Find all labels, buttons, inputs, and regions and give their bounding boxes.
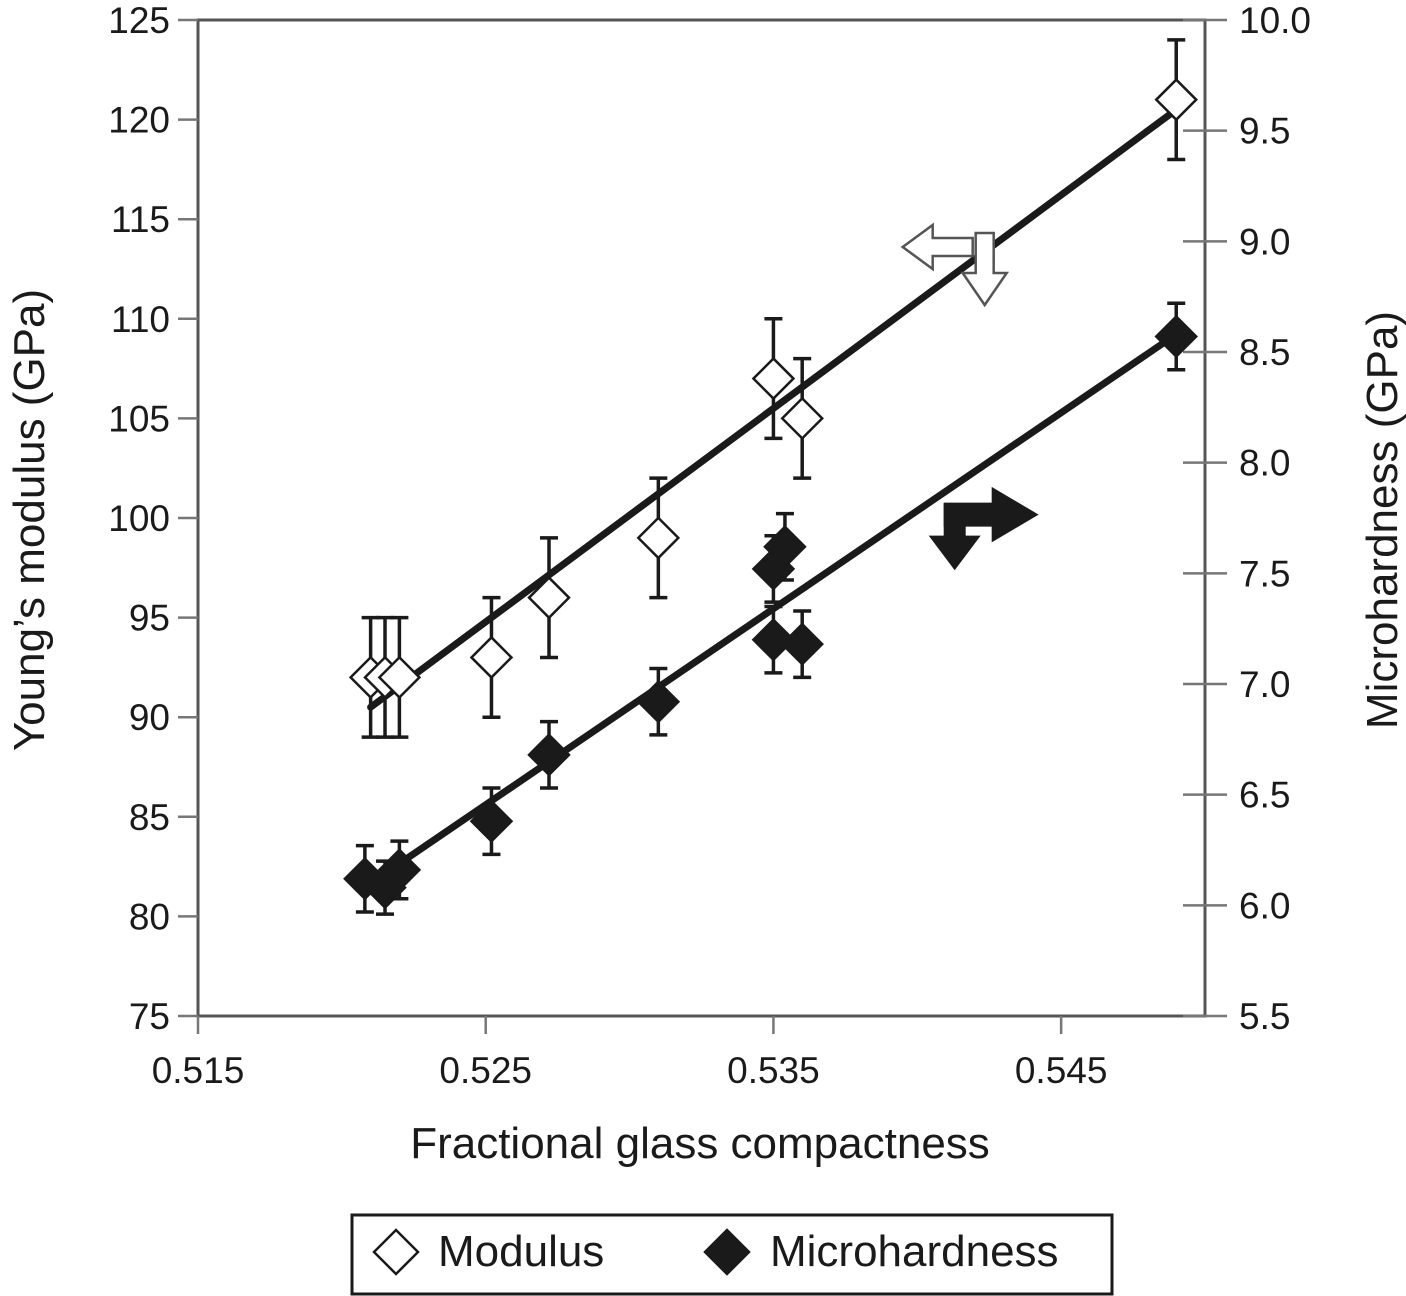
fit-lines [367,106,1180,887]
microhardness-point [636,679,681,724]
microhardness-point [1154,314,1198,359]
y-left-tick-label: 115 [111,199,170,240]
y-right-tick-label: 7.5 [1239,553,1290,594]
open-arrow-left-icon [900,222,974,272]
x-axis: 0.515 0.525 0.535 0.545 [152,1016,1108,1091]
legend: Modulus Microhardness [350,1213,1114,1296]
legend-modulus-marker [372,1228,420,1276]
y-left-tick-label: 105 [108,398,170,439]
open-arrow-down-icon [960,231,1010,308]
y-left-tick-label: 90 [129,697,170,738]
y-right-tick-label: 6.5 [1239,775,1290,816]
y-right-tick-label: 10.0 [1239,0,1311,41]
modulus-point [780,396,824,441]
microhardness-point [527,733,571,777]
microhardness-point [377,848,422,892]
y-right-tick-label: 8.5 [1239,332,1290,373]
y-right-tick-label: 6.0 [1239,885,1290,926]
x-tick-label: 0.515 [152,1050,245,1091]
y-axis-left: 75 80 85 90 95 100 105 110 115 120 125 [108,0,198,1037]
y-left-tick-label: 110 [111,299,170,340]
x-tick-label: 0.535 [727,1050,820,1091]
x-tick-label: 0.545 [1015,1050,1108,1091]
y-axis-right: 5.5 6.0 6.5 7.0 7.5 8.0 8.5 9.0 9.5 10.0 [1183,0,1311,1037]
modulus-point [636,516,681,560]
x-axis-title: Fractional glass compactness [410,1119,990,1168]
legend-microhardness-label: Microhardness [770,1227,1059,1276]
y-right-tick-label: 5.5 [1239,996,1290,1037]
y-right-tick-label: 8.0 [1239,443,1290,484]
filled-arrow-right-icon [943,486,1039,543]
y-axis-left-title: Young’s modulus (GPa) [5,289,54,751]
y-left-tick-label: 75 [129,996,170,1037]
y-right-tick-label: 9.0 [1239,221,1290,262]
microhardness-point [751,617,796,662]
annotations [900,222,1039,571]
error-bars [355,38,1186,916]
y-right-tick-label: 9.5 [1239,111,1290,152]
y-left-tick-label: 95 [129,598,170,639]
y-left-tick-label: 120 [108,100,170,141]
legend-microhardness-marker [703,1228,751,1276]
microhardness-point [780,622,824,666]
modulus-point [751,356,796,401]
y-left-tick-label: 100 [108,498,170,539]
y-left-tick-label: 125 [108,0,170,41]
plot-frame [196,18,1207,1018]
data-markers [343,77,1198,910]
microhardness-point [469,799,514,843]
legend-modulus-label: Modulus [438,1227,604,1276]
modulus-point [527,575,571,620]
y-right-tick-label: 7.0 [1239,664,1290,705]
y-axis-right-title: Microhardness (GPa) [1358,311,1406,729]
y-left-tick-label: 80 [129,896,170,937]
microhardness-point [763,525,807,569]
modulus-point [377,655,422,700]
modulus-point [1154,77,1198,122]
x-tick-label: 0.525 [439,1050,532,1091]
modulus-point [469,635,514,680]
y-left-tick-label: 85 [129,797,170,838]
